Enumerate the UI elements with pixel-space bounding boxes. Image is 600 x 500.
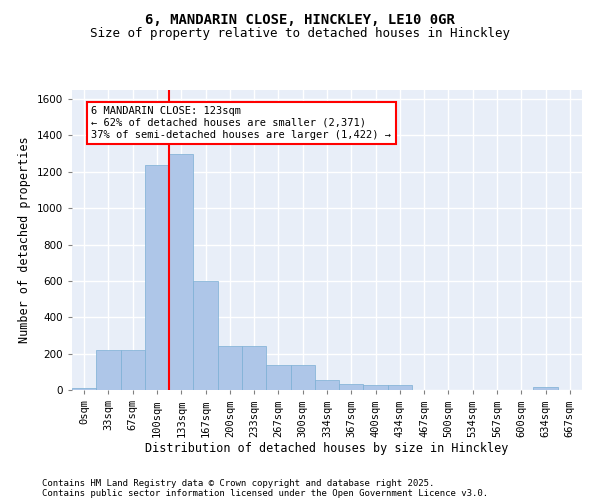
Text: 6, MANDARIN CLOSE, HINCKLEY, LE10 0GR: 6, MANDARIN CLOSE, HINCKLEY, LE10 0GR xyxy=(145,12,455,26)
Y-axis label: Number of detached properties: Number of detached properties xyxy=(18,136,31,344)
Bar xyxy=(364,386,388,390)
Text: 6 MANDARIN CLOSE: 123sqm
← 62% of detached houses are smaller (2,371)
37% of sem: 6 MANDARIN CLOSE: 123sqm ← 62% of detach… xyxy=(91,106,391,140)
Bar xyxy=(339,384,364,390)
Bar xyxy=(169,154,193,390)
Bar xyxy=(242,346,266,390)
Text: Size of property relative to detached houses in Hinckley: Size of property relative to detached ho… xyxy=(90,28,510,40)
Bar xyxy=(121,350,145,390)
Bar xyxy=(315,380,339,390)
Bar xyxy=(193,281,218,390)
Bar xyxy=(218,346,242,390)
X-axis label: Distribution of detached houses by size in Hinckley: Distribution of detached houses by size … xyxy=(145,442,509,455)
Bar xyxy=(388,386,412,390)
Text: Contains public sector information licensed under the Open Government Licence v3: Contains public sector information licen… xyxy=(42,488,488,498)
Bar xyxy=(145,164,169,390)
Bar xyxy=(266,366,290,390)
Bar xyxy=(533,388,558,390)
Bar xyxy=(96,350,121,390)
Bar xyxy=(72,388,96,390)
Text: Contains HM Land Registry data © Crown copyright and database right 2025.: Contains HM Land Registry data © Crown c… xyxy=(42,478,434,488)
Bar xyxy=(290,366,315,390)
